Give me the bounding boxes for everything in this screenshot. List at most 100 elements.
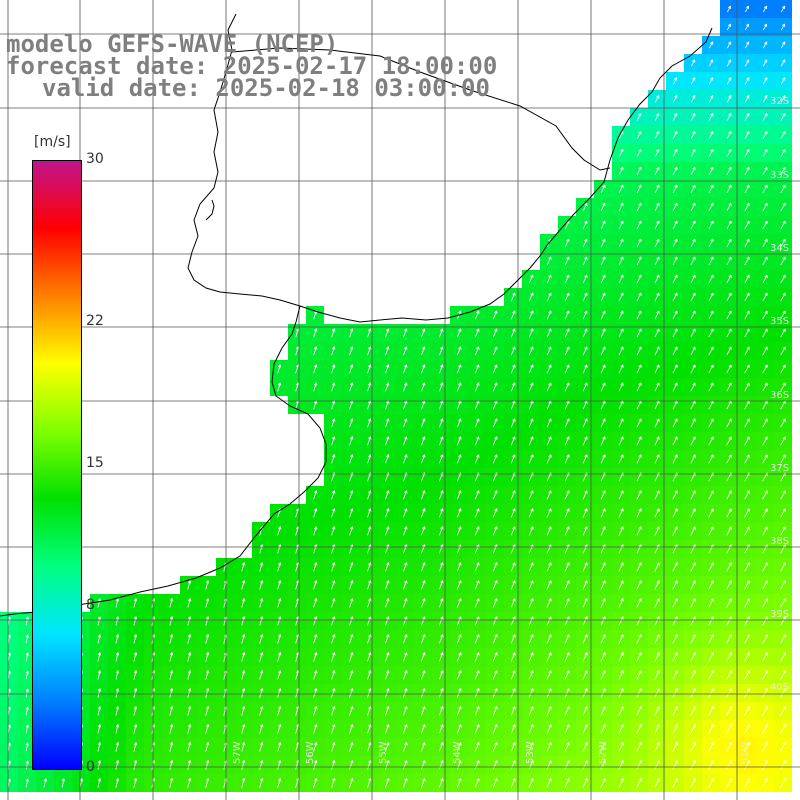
wind-arrow <box>438 580 444 590</box>
wind-arrow <box>726 705 732 716</box>
wind-arrow <box>438 706 444 716</box>
wind-arrow <box>313 364 318 374</box>
wind-arrow <box>690 508 696 518</box>
wind-arrow <box>708 77 714 85</box>
wind-arrow <box>779 777 787 788</box>
wind-arrow <box>564 328 570 338</box>
wind-arrow <box>492 778 498 788</box>
wind-arrow <box>618 670 624 680</box>
wind-arrow <box>331 634 336 644</box>
wind-arrow <box>564 382 570 392</box>
wind-arrow <box>97 652 102 662</box>
wind-arrow <box>762 670 768 680</box>
wind-arrow <box>744 184 750 194</box>
wind-arrow <box>780 454 786 464</box>
wind-arrow <box>726 292 732 302</box>
colorbar-tick-label: 8 <box>86 596 95 613</box>
wind-arrow <box>421 328 426 338</box>
wind-arrow <box>510 436 516 446</box>
wind-arrow <box>331 724 336 734</box>
wind-arrow <box>421 454 426 464</box>
wind-arrow <box>241 742 246 752</box>
wind-arrow <box>779 723 787 734</box>
wind-arrow <box>618 436 624 446</box>
wind-arrow <box>367 328 372 338</box>
wind-arrow <box>474 382 480 392</box>
wind-arrow <box>618 220 624 230</box>
wind-arrow <box>385 598 390 608</box>
wind-arrow <box>349 328 354 338</box>
wind-arrow <box>744 759 750 770</box>
wind-arrow <box>331 760 336 770</box>
wind-arrow <box>582 652 588 662</box>
wind-arrow <box>780 526 786 536</box>
wind-arrow <box>600 238 606 248</box>
wind-arrow <box>636 202 642 212</box>
wind-arrow <box>492 364 498 374</box>
wind-arrow <box>313 382 318 392</box>
longitude-label: 54W <box>452 741 463 764</box>
wind-arrow <box>439 346 444 356</box>
wind-arrow <box>600 310 606 320</box>
wind-arrow <box>654 130 660 139</box>
wind-arrow <box>205 634 210 644</box>
wind-arrow <box>313 508 318 518</box>
wind-arrow <box>528 310 534 320</box>
wind-arrow <box>402 616 408 626</box>
wind-arrow <box>744 382 750 392</box>
wind-arrow <box>259 760 264 770</box>
wind-arrow <box>474 562 480 572</box>
wind-arrow <box>205 652 210 662</box>
wind-arrow <box>546 652 552 662</box>
wind-arrow <box>546 580 552 590</box>
wind-arrow <box>187 724 192 734</box>
longitude-label: 55W <box>378 741 389 764</box>
wind-arrow <box>528 706 534 716</box>
wind-arrow <box>672 346 678 356</box>
colorbar-gradient <box>33 161 81 769</box>
wind-arrow <box>654 346 660 356</box>
wind-arrow <box>654 598 660 608</box>
wind-arrow <box>690 274 696 284</box>
wind-arrow <box>564 760 570 770</box>
wind-arrow <box>313 778 318 788</box>
wind-arrow <box>367 346 372 356</box>
wind-arrow <box>618 490 624 500</box>
wind-arrow <box>780 274 786 284</box>
wind-arrow <box>600 598 606 608</box>
wind-arrow <box>726 166 732 176</box>
wind-arrow <box>385 634 390 644</box>
wind-arrow <box>582 490 588 500</box>
wind-arrow <box>349 436 354 446</box>
wind-arrow <box>25 742 30 752</box>
wind-arrow <box>367 742 372 752</box>
wind-arrow <box>780 364 786 374</box>
wind-arrow <box>582 220 588 230</box>
wind-arrow <box>762 184 768 194</box>
colorbar-tick-label: 22 <box>86 313 104 330</box>
wind-arrow <box>528 490 534 500</box>
wind-arrow <box>546 346 552 356</box>
wind-arrow <box>582 292 588 302</box>
wind-arrow <box>618 616 624 626</box>
wind-arrow <box>546 706 552 716</box>
wind-arrow <box>654 418 660 428</box>
colorbar-tick-label: 30 <box>86 151 104 167</box>
wind-arrow <box>600 274 606 284</box>
wind-arrow <box>762 454 768 464</box>
wind-arrow <box>241 670 246 680</box>
wind-arrow <box>726 777 732 788</box>
wind-arrow <box>780 95 786 103</box>
wind-arrow <box>690 616 696 626</box>
wind-arrow <box>528 724 534 734</box>
wind-arrow <box>331 382 336 392</box>
wind-arrow <box>780 23 786 31</box>
latitude-label: 33S <box>770 170 790 181</box>
wind-arrow <box>331 346 336 356</box>
wind-arrow <box>438 562 444 572</box>
wind-arrow <box>690 418 696 428</box>
wind-arrow <box>654 634 660 644</box>
wind-arrow <box>690 77 696 85</box>
wind-arrow <box>564 256 570 266</box>
wind-arrow <box>421 490 426 500</box>
